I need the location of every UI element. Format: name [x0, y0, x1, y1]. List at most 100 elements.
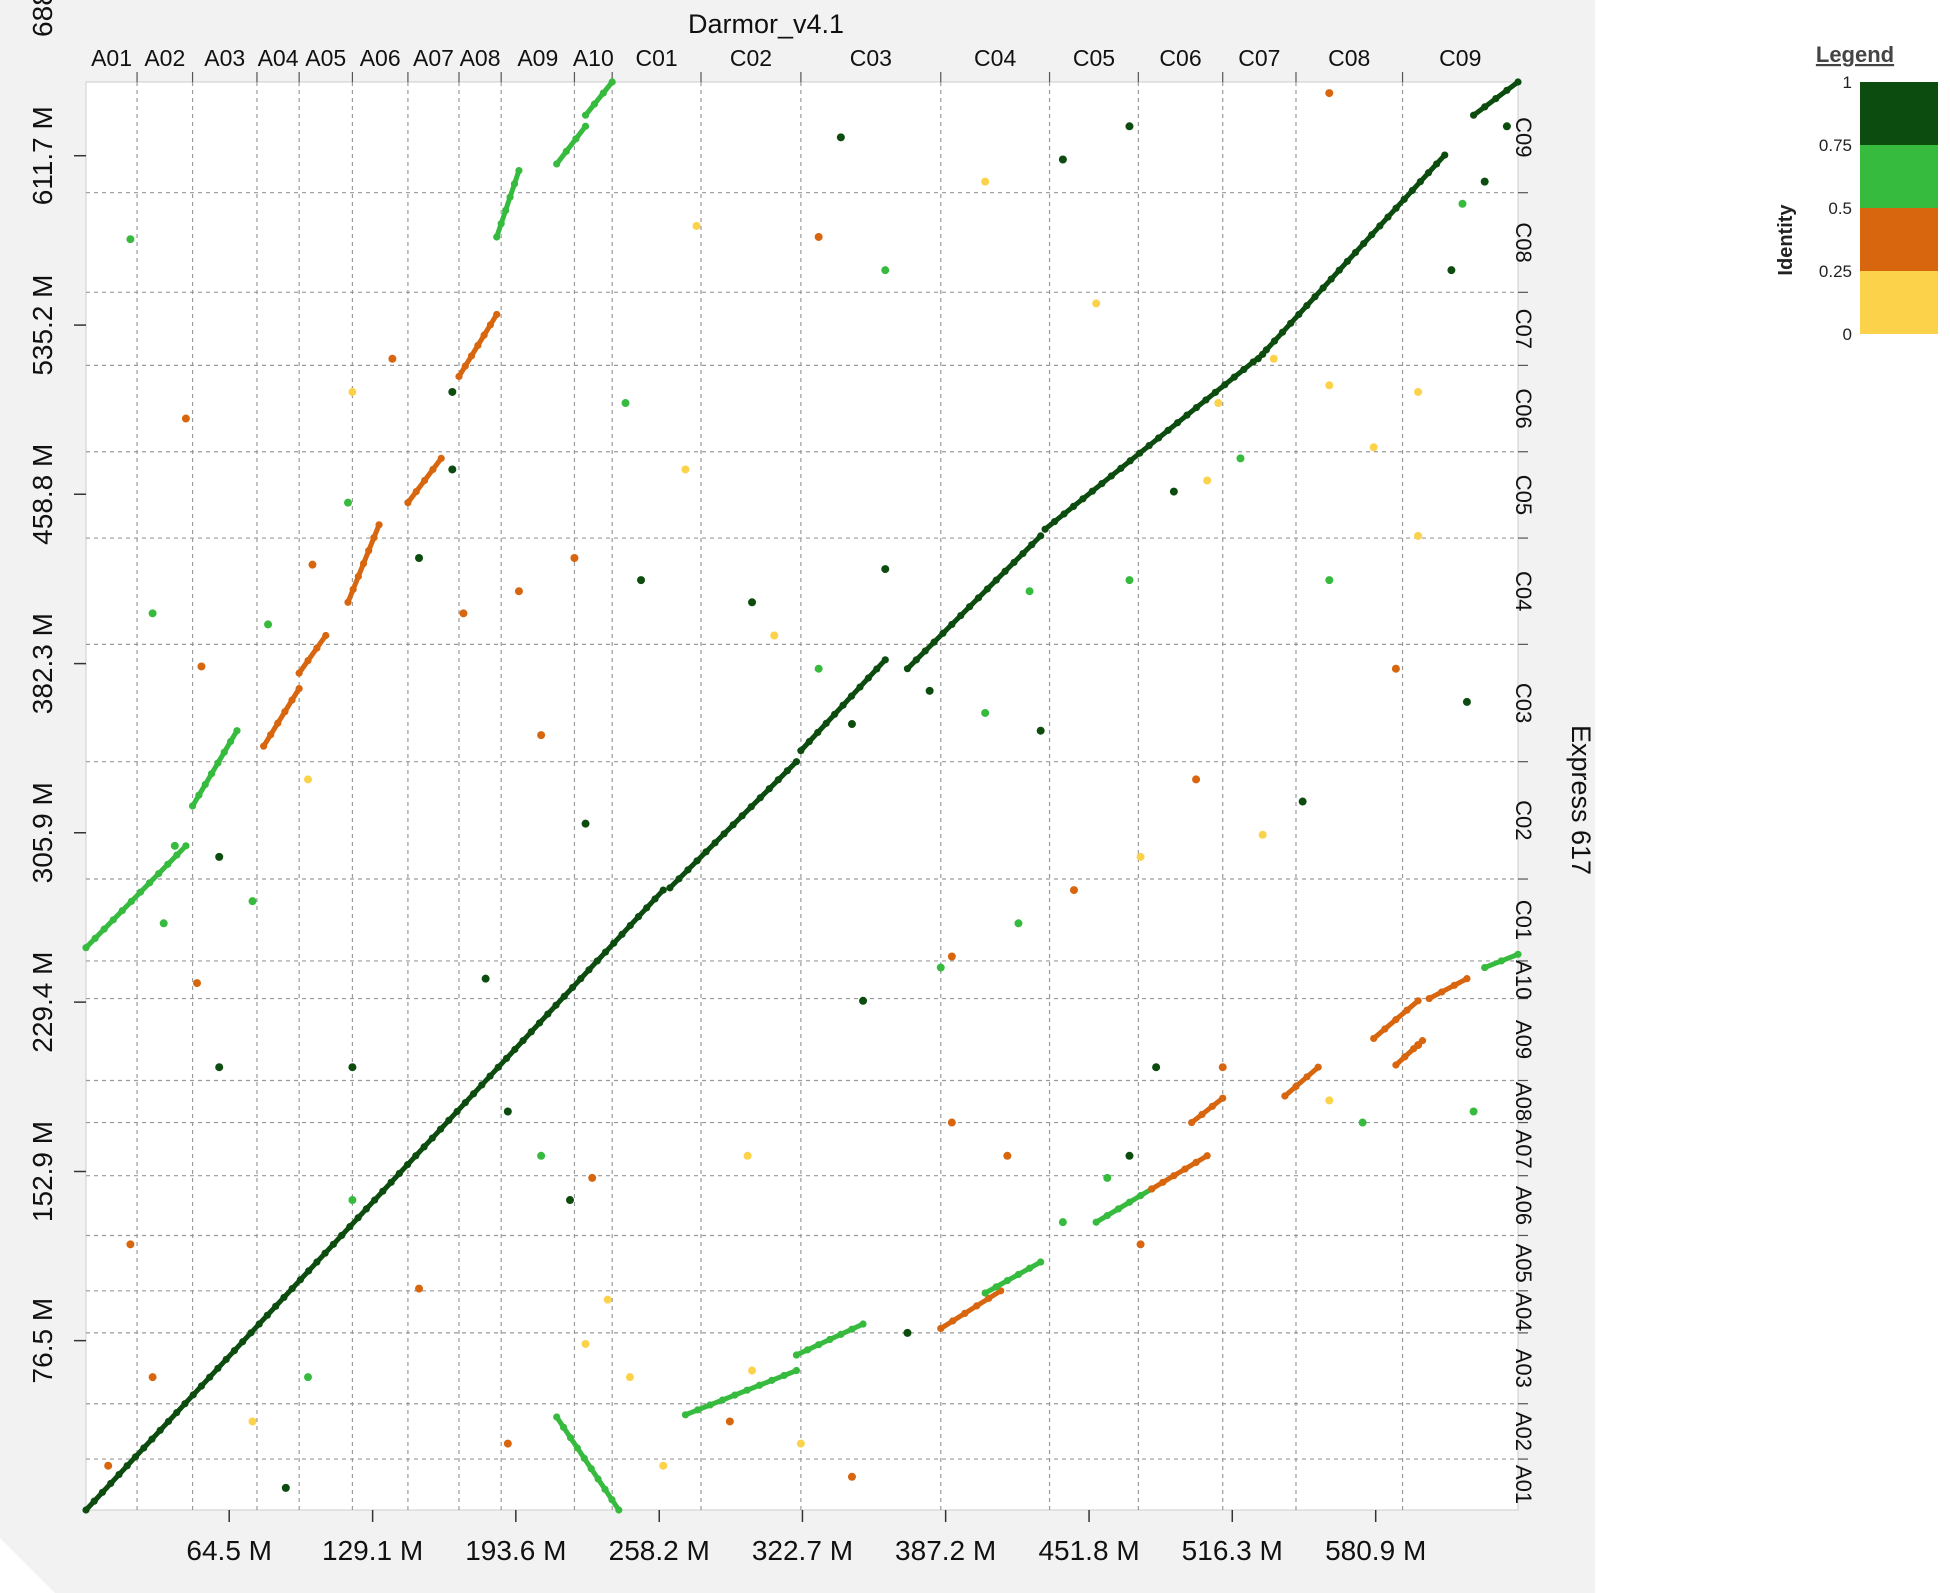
- scatter-point: [348, 387, 357, 396]
- alignment-dot: [1416, 178, 1425, 186]
- alignment-dot: [1351, 248, 1360, 257]
- scatter-point: [981, 177, 990, 186]
- right-chromosome-label: C04: [1511, 571, 1536, 611]
- scatter-point: [1214, 399, 1223, 408]
- scatter-point: [181, 414, 190, 423]
- scatter-point: [621, 399, 630, 408]
- alignment-segment: [1370, 997, 1422, 1043]
- alignment-segment: [553, 1413, 623, 1514]
- alignment-dot: [1401, 1053, 1409, 1061]
- alignment-dot: [1281, 1092, 1289, 1100]
- alignment-dot: [214, 1364, 222, 1372]
- scatter-point: [1447, 266, 1456, 275]
- alignment-dot: [615, 1506, 623, 1514]
- alignment-dot: [1392, 1061, 1400, 1069]
- alignment-dot: [706, 1401, 714, 1409]
- alignment-dot: [494, 1063, 502, 1071]
- alignment-dot: [1433, 160, 1441, 168]
- alignment-dot: [295, 669, 303, 677]
- alignment-dot: [1173, 419, 1182, 427]
- top-chromosome-labels: A01 A02 A03 A04 A05 A06 A07 A08 A09 A10 C01 C02 C03 C…: [91, 45, 1481, 71]
- right-chromosome-label: A07: [1511, 1130, 1536, 1169]
- alignment-dot: [1050, 518, 1059, 526]
- scatter-point: [126, 1240, 135, 1249]
- x-tick-label: 451.8 M: [1038, 1535, 1139, 1566]
- alignment-dot: [601, 948, 610, 956]
- scatter-point: [248, 897, 257, 906]
- alignment-dot: [344, 598, 352, 606]
- top-chromosome-label: A10: [573, 45, 614, 71]
- right-chromosome-label: A09: [1511, 1020, 1536, 1059]
- alignment-dot: [1441, 151, 1449, 159]
- top-chromosome-label: A08: [460, 45, 501, 71]
- alignment-segment: [1188, 1094, 1227, 1127]
- scatter-point: [1462, 697, 1471, 706]
- legend-tick-label: 0.75: [1819, 136, 1852, 155]
- alignment-dot: [974, 594, 983, 602]
- alignment-dot: [573, 1444, 581, 1452]
- alignment-dot: [148, 1435, 156, 1443]
- scatter-point: [581, 819, 590, 828]
- alignment-dot: [272, 1302, 280, 1310]
- scatter-point: [1003, 1151, 1012, 1160]
- alignment-dot: [634, 913, 643, 921]
- scatter-point: [348, 1196, 357, 1205]
- alignment-dot: [329, 1240, 337, 1248]
- alignment-dot: [1003, 1277, 1011, 1285]
- alignment-dot: [985, 1294, 993, 1302]
- top-chromosome-label: A01: [91, 45, 132, 71]
- alignment-dot: [981, 1289, 989, 1297]
- alignment-dot: [304, 656, 312, 665]
- scatter-point: [625, 1373, 634, 1382]
- alignment-dot: [572, 135, 580, 143]
- x-tick-label: 322.7 M: [752, 1535, 853, 1566]
- alignment-dot: [1335, 266, 1343, 274]
- alignment-dot: [453, 1107, 461, 1116]
- alignment-dot: [1025, 1264, 1034, 1272]
- alignment-segment: [1469, 78, 1522, 119]
- alignment-dot: [387, 1178, 395, 1186]
- alignment-dot: [107, 1479, 115, 1488]
- alignment-dot: [581, 122, 590, 130]
- alignment-dot: [1240, 365, 1248, 374]
- alignment-dot: [493, 233, 501, 241]
- alignment-dot: [822, 719, 830, 727]
- alignment-dot: [1198, 1110, 1206, 1119]
- legend-tick-label: 0.5: [1828, 199, 1852, 218]
- alignment-dot: [590, 100, 599, 108]
- alignment-dot: [379, 1187, 387, 1195]
- alignment-dot: [1069, 502, 1078, 511]
- scatter-point: [1092, 299, 1101, 308]
- right-chromosome-label: A05: [1511, 1244, 1536, 1283]
- alignment-dot: [1381, 1025, 1389, 1033]
- alignment-dot: [930, 638, 938, 646]
- alignment-dot: [469, 1090, 478, 1098]
- scatter-point: [1325, 1096, 1334, 1105]
- scatter-point: [681, 465, 690, 474]
- scatter-point: [1036, 726, 1045, 735]
- alignment-dot: [305, 1267, 313, 1275]
- alignment-dot: [693, 857, 701, 865]
- alignment-dot: [1492, 95, 1500, 103]
- alignment-dot: [455, 372, 463, 381]
- right-chromosome-label: C03: [1511, 683, 1536, 723]
- alignment-dot: [140, 1444, 148, 1452]
- alignment-dot: [1019, 549, 1027, 558]
- alignment-dot: [738, 812, 746, 820]
- alignment-dot: [239, 1338, 247, 1346]
- scatter-point: [415, 1284, 424, 1293]
- alignment-dot: [566, 1434, 575, 1442]
- top-chromosome-label: C06: [1159, 45, 1201, 71]
- scatter-point: [1414, 531, 1423, 540]
- alignment-dot: [1159, 1178, 1167, 1186]
- alignment-dot: [1107, 472, 1115, 480]
- scatter-point: [503, 1439, 512, 1448]
- right-chromosome-label: C01: [1511, 900, 1536, 940]
- alignment-segment-line: [682, 1368, 799, 1418]
- alignment-segment: [295, 631, 330, 677]
- alignment-dot: [856, 683, 864, 691]
- alignment-segment-line: [583, 79, 615, 118]
- alignment-dot: [313, 1258, 321, 1266]
- alignment-dot: [847, 692, 856, 700]
- alignment-dot: [127, 897, 136, 905]
